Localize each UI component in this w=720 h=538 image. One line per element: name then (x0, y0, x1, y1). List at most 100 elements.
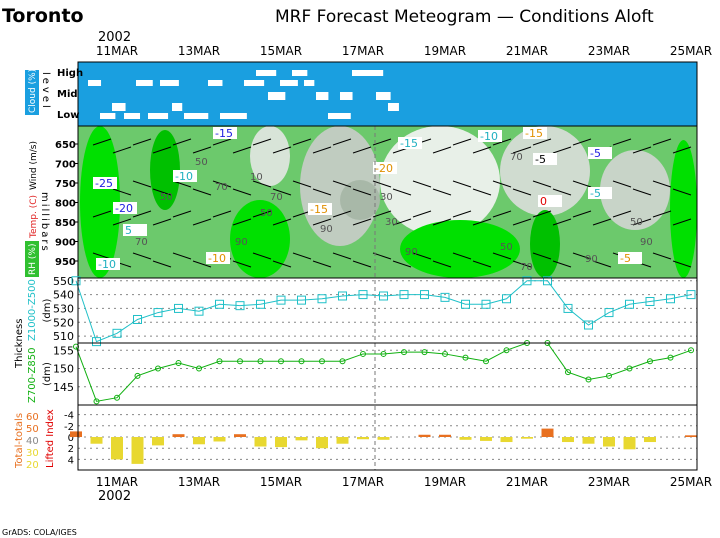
data-point (380, 350, 387, 357)
wind-barb (252, 252, 272, 260)
total-totals-legend: Total-totals (14, 413, 25, 469)
wind-barb (232, 188, 252, 196)
temp-label-bg (123, 224, 147, 236)
date-label-bottom: 25MAR (670, 475, 712, 489)
temp-contour-label: -10 (98, 258, 116, 271)
wind-barb (432, 260, 452, 268)
rh-contour-label: 50 (195, 157, 208, 168)
data-point (358, 290, 368, 300)
wind-barb (172, 252, 192, 260)
temp-label-bg (588, 187, 612, 199)
data-point (666, 294, 675, 304)
wind-barb (372, 210, 392, 218)
cloud-axis-label: level (40, 72, 51, 111)
wind-legend: Wind (m/s) (29, 141, 39, 190)
cloud-cover-block (328, 113, 351, 119)
data-point (175, 360, 182, 367)
temp-contour-label: -15 (215, 127, 233, 140)
lifted-index-bar (213, 437, 226, 442)
wind-barb (572, 180, 592, 188)
data-point (92, 337, 101, 347)
lifted-index-bar (295, 437, 308, 441)
total-totals-scale: 20 (26, 460, 39, 471)
chart-title: MRF Forecast Meteogram — Conditions Alof… (275, 7, 654, 27)
data-point (481, 299, 491, 309)
date-label-top: 17MAR (342, 44, 384, 58)
temp-label-bg (173, 170, 197, 182)
temp-label-bg (206, 252, 230, 264)
wind-barb (512, 188, 532, 196)
wind-barb (252, 210, 272, 218)
cloud-cover-block (136, 80, 153, 86)
date-label-top: 13MAR (178, 44, 220, 58)
lifted-index-bar (582, 437, 595, 444)
footer: GrADS: COLA/IGES (2, 528, 77, 537)
cloud-cover-block (124, 113, 141, 119)
wind-barb (632, 218, 652, 226)
wind-barb (172, 210, 192, 218)
wind-barb (572, 252, 592, 260)
cloud-cover-block (172, 103, 183, 111)
data-point (256, 299, 265, 309)
panel-frame (77, 342, 698, 406)
thickness-label: Thickness (14, 319, 25, 369)
data-point (606, 372, 612, 379)
data-point (604, 308, 614, 318)
rh-contour-label: 90 (640, 237, 653, 248)
data-point (215, 299, 224, 309)
cloud-cover-block (244, 80, 265, 86)
temp-contour-label: 0 (540, 195, 547, 208)
cloud-cover-block (268, 92, 286, 100)
wind-barb (272, 260, 292, 268)
wind-barb (152, 188, 172, 196)
cloud-cover-block (88, 80, 102, 86)
wind-barb (212, 210, 232, 218)
temp-contour-label: -10 (208, 252, 226, 265)
cloud-cover-block (376, 92, 391, 100)
data-point (112, 328, 122, 338)
data-point (522, 276, 532, 286)
rh-contour-label: 70 (270, 192, 283, 203)
rh-contour-label: 50 (260, 208, 273, 219)
y-tick-label: -4 (64, 411, 74, 422)
cloud-cover-block (160, 80, 179, 86)
wind-barb (332, 210, 352, 218)
temp-contour-label: -5 (620, 252, 631, 265)
pressure-level-label: 950 (55, 257, 76, 268)
temp-label-bg (373, 162, 397, 174)
temp-contour-label: -5 (590, 187, 601, 200)
cloud-cover-block (100, 113, 116, 119)
wind-barb (352, 260, 372, 268)
cloud-level-label: Mid (57, 89, 78, 100)
data-point (421, 349, 428, 356)
date-label-top: 21MAR (506, 44, 548, 58)
wind-barb (472, 146, 492, 154)
lifted-index-bar (316, 437, 328, 449)
wind-barb (392, 188, 412, 196)
total-totals-scale: 40 (26, 436, 39, 447)
rh-contour-region (400, 220, 520, 278)
wind-barb (552, 146, 572, 154)
wind-barb (312, 146, 332, 154)
data-point (543, 276, 552, 286)
total-totals-scale: 30 (26, 448, 39, 459)
cloud-level-label: Low (57, 110, 79, 121)
wind-barb (492, 180, 512, 188)
data-point (338, 291, 347, 301)
data-point (626, 365, 633, 372)
date-label-top: 11MAR (96, 44, 138, 58)
wind-barb (332, 252, 352, 260)
cloud-level-label: High (57, 68, 83, 79)
cloud-legend-box (25, 70, 39, 115)
temp-contour-label: -15 (525, 127, 543, 140)
data-point (688, 347, 694, 354)
wind-barb (332, 180, 352, 188)
cloud-cover-block (316, 92, 329, 100)
lifted-index-bar (111, 437, 123, 460)
station-name: Toronto (2, 5, 84, 27)
cloud-cover-block (292, 70, 308, 76)
wind-barb (452, 180, 472, 188)
wind-barb (312, 260, 332, 268)
data-point (114, 394, 120, 401)
data-point (196, 365, 202, 372)
